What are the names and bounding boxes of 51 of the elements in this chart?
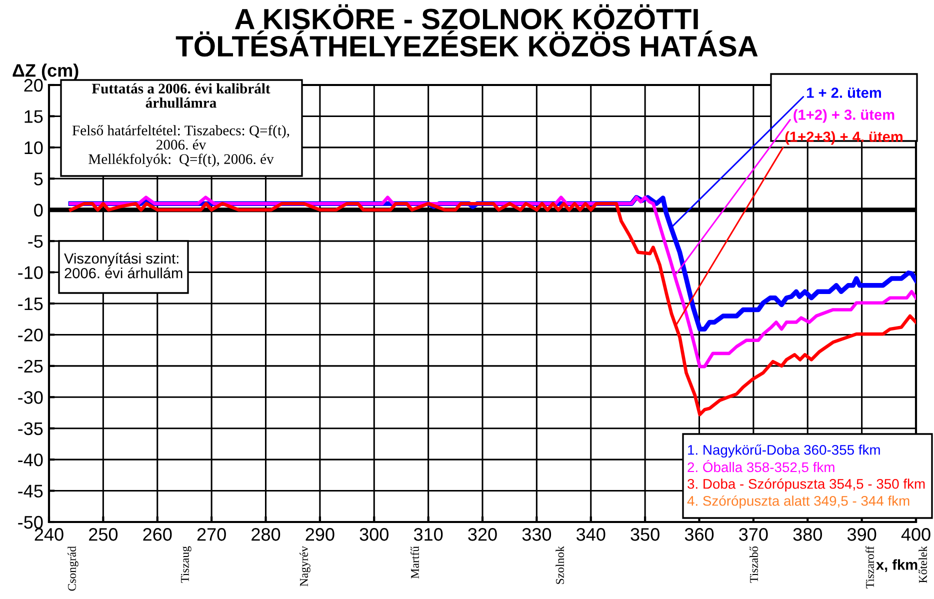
y-tick-label: -10 <box>18 266 43 280</box>
x-tick-label: 280 <box>252 528 280 541</box>
annotation: 3. Doba - Szórópuszta 354,5 - 350 fkm <box>688 478 925 492</box>
annotation: Felső határfeltétel: Tiszabecs: Q=f(t), 2006. év Mellékfolyók: Q=f(t), 2006. év <box>72 124 290 168</box>
annotation: Futtatás a 2006. évi kalibrált árhullámra <box>92 83 270 108</box>
x-tick-label: 370 <box>739 528 768 541</box>
annotation: Viszonyítási szint: 2006. évi árhullám <box>64 252 182 278</box>
x-tick-label: 340 <box>576 528 606 541</box>
x-tick-label: 320 <box>468 528 497 541</box>
text: Tiszabő <box>750 546 758 583</box>
y-tick-label: 0 <box>34 204 43 217</box>
x-tick-label: 330 <box>522 528 552 541</box>
annotation: 1 + 2. ütem <box>807 88 881 98</box>
x-tick-label: 310 <box>414 528 443 541</box>
y-tick-label: 10 <box>24 141 43 154</box>
x-tick-label: 360 <box>684 528 714 541</box>
y-tick-label: 20 <box>24 78 43 92</box>
text: Martfű <box>410 546 419 578</box>
y-tick-label: -20 <box>18 328 43 342</box>
annotation: 4. Szórópuszta alatt 349,5 - 344 fkm <box>687 495 910 509</box>
x-tick-label: 250 <box>89 528 118 541</box>
x-tick-label: 290 <box>306 528 334 541</box>
y-tick-label: -50 <box>18 516 43 529</box>
y-tick-label: -45 <box>18 484 43 498</box>
y-tick-label: -5 <box>28 235 43 248</box>
annotation: (1+2) + 3. ütem <box>794 109 894 123</box>
text: Szolnok <box>556 546 564 584</box>
y-tick-label: -30 <box>18 391 43 404</box>
text: Tiszaroff <box>866 546 874 588</box>
x-tick-label: 380 <box>793 528 822 541</box>
y-tick-label: -25 <box>18 360 43 373</box>
x-tick-label: 240 <box>34 528 64 541</box>
x-tick-label: 390 <box>847 528 876 541</box>
x-tick-label: 350 <box>630 528 660 541</box>
y-tick-label: -35 <box>18 422 43 436</box>
x-tick-label: 270 <box>197 528 226 541</box>
x-tick-label: 300 <box>360 528 388 541</box>
y-tick-label: 15 <box>24 110 43 123</box>
annotation: 2. Óballa 358-352,5 fkm <box>688 460 834 474</box>
annotation: 1. Nagykörű-Doba 360-355 fkm <box>688 444 880 458</box>
text: Tiszaug <box>180 546 192 583</box>
y-tick-label: -15 <box>18 298 43 310</box>
y-tick-label: 5 <box>34 172 43 186</box>
text: Csongrád <box>68 546 78 591</box>
y-tick-label: -40 <box>18 454 43 466</box>
text: Kőtelek <box>918 546 927 584</box>
chart-title: A KISKÖRE - SZOLNOK KÖZÖTTI TÖLTÉSÁTHELYEZÉSEK KÖZÖS HATÁSA <box>176 4 758 57</box>
x-axis-title: x, fkm <box>876 559 918 572</box>
x-tick-label: 260 <box>143 528 172 541</box>
text: Nagyrév <box>300 546 310 586</box>
x-tick-label: 400 <box>901 528 930 541</box>
